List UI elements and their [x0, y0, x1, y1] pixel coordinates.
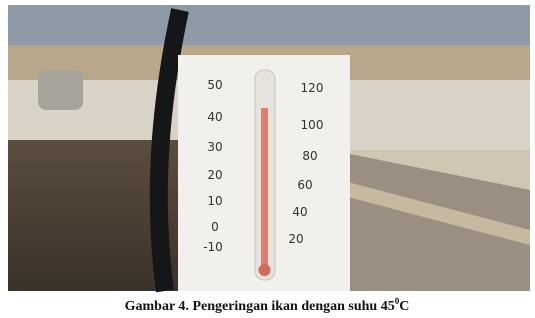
- caption-text: Pengeringan ikan dengan suhu 45: [192, 299, 394, 314]
- scale-label: 50: [207, 78, 222, 92]
- scale-label: 100: [301, 118, 324, 132]
- caption: Gambar 4. Pengeringan ikan dengan suhu 4…: [125, 296, 410, 314]
- scale-label: 120: [301, 81, 324, 95]
- scale-label: 20: [207, 168, 222, 182]
- scale-label: -10: [203, 240, 223, 254]
- scale-label: 80: [302, 149, 317, 163]
- scale-label: 40: [292, 205, 307, 219]
- photo: [8, 5, 530, 291]
- scale-label: 60: [297, 178, 312, 192]
- scale-label: 30: [207, 140, 222, 154]
- scale-label: 20: [288, 232, 303, 246]
- caption-unit: C: [399, 299, 409, 314]
- scale-label: 10: [207, 194, 222, 208]
- scale-label: 40: [207, 110, 222, 124]
- caption-label: Gambar 4.: [125, 299, 189, 314]
- scale-label: 0: [211, 220, 219, 234]
- page: {"thermometer": {"celsius": ["50", "40",…: [0, 0, 535, 318]
- figure: 50 40 30 20 10 0 -10 120 100 80 60 40 20…: [0, 0, 535, 318]
